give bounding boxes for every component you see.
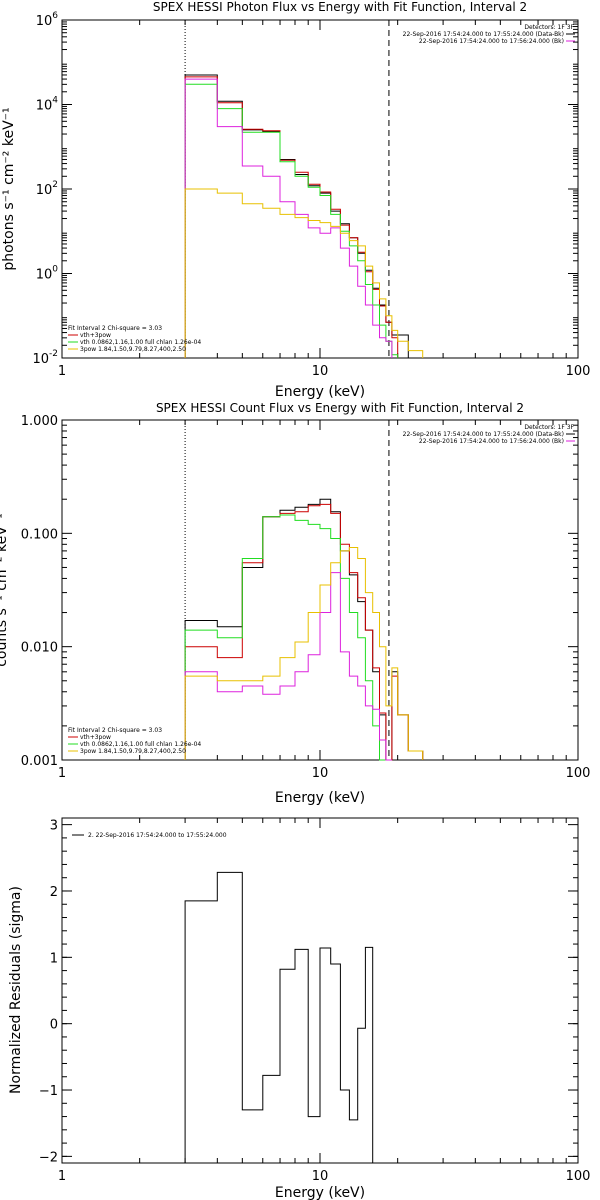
legend-bottom-left-text: Fit Interval 2 Chi-square = 3.03 [68,727,162,734]
residuals-legend: 2. 22-Sep-2016 17:54:24.000 to 17:55:24.… [72,832,227,839]
count-flux-series [184,420,424,761]
count-flux-panel: SPEX HESSI Count Flux vs Energy with Fit… [0,401,590,806]
y-tick-label: 100 [36,265,59,283]
y-tick-label: 0.001 [21,754,58,769]
legend-bottom-left-text: vth+3pow [80,332,111,339]
y-tick-label: 1.000 [21,414,58,429]
y-tick-label: 104 [36,96,59,114]
y-tick-label: −1 [39,1084,58,1099]
legend-top-right-text: 22-Sep-2016 17:54:24.000 to 17:56:24.000… [419,38,564,45]
x-tick-label: 10 [312,766,329,781]
black-series-line [184,74,409,358]
y-tick-label: 0 [50,1018,58,1033]
residuals-axes: 1 10 100 −2 −1 0 1 2 3 [39,818,591,1184]
photon-flux-axes: 1 10 100 10-2 100 102 104 106 [32,11,590,379]
x-tick-label: 100 [566,766,591,781]
black-series-line [184,871,374,1163]
legend-top-right-text: 22-Sep-2016 17:54:24.000 to 17:55:24.000… [403,31,564,38]
count-flux-y-label: counts s⁻¹ cm⁻² keV⁻¹ [0,513,10,667]
y-tick-label: 3 [50,819,58,834]
x-tick-label: 1 [58,364,66,379]
count-flux-axes: 1 10 100 0.001 0.010 0.100 1.000 [21,414,591,781]
legend-top-right-text: Detectors: 1F 3F [524,424,574,431]
residuals-panel: 1 10 100 −2 −1 0 1 2 3 Energy (keV) Normalized R… [8,817,591,1200]
legend-top-right-text: 22-Sep-2016 17:54:24.000 to 17:56:24.000… [419,438,564,445]
legend-bottom-left-text: vth 0.0862,1.16,1.00 full chlan 1.26e-04 [80,339,201,346]
legend-bottom-left-text: 3pow 1.84,1.50,9.79,8.27,400,2.50 [80,346,186,353]
y-tick-label: 2 [50,885,58,900]
legend-top-left-text: 2. 22-Sep-2016 17:54:24.000 to 17:55:24.… [88,832,227,839]
count-flux-title: SPEX HESSI Count Flux vs Energy with Fit… [156,401,524,415]
green-series-line [184,514,386,761]
y-tick-label: 1 [50,951,58,966]
black-series-line [184,498,424,761]
y-tick-label: 0.010 [21,641,58,656]
x-tick-label: 100 [566,1169,591,1184]
y-tick-label: 106 [36,11,59,29]
y-tick-label: 10-2 [32,349,58,367]
y-tick-label: −2 [39,1150,58,1165]
red-series-line [184,76,399,358]
yellow-series-line [184,547,424,760]
legend-bottom-left-text: vth 0.0862,1.16,1.00 full chlan 1.26e-04 [80,741,201,748]
photon-flux-y-label: photons s⁻¹ cm⁻² keV⁻¹ [1,107,17,270]
photon-flux-title: SPEX HESSI Photon Flux vs Energy with Fi… [153,0,527,14]
magenta-series-line [184,78,393,358]
green-series-line [184,83,399,358]
x-tick-label: 10 [312,364,329,379]
legend-top-right-text: 22-Sep-2016 17:54:24.000 to 17:55:24.000… [403,431,564,438]
y-tick-label: 0.100 [21,527,58,542]
legend-bottom-left-text: 3pow 1.84,1.50,9.79,8.27,400,2.50 [80,748,186,755]
y-tick-label: 102 [36,180,58,198]
x-tick-label: 100 [566,364,591,379]
residuals-series [184,871,374,1163]
photon-flux-x-label: Energy (keV) [275,384,365,400]
legend-top-right-text: Detectors: 1F 3F [524,24,574,31]
x-tick-label: 1 [58,1169,66,1184]
x-tick-label: 1 [58,766,66,781]
magenta-series-line [184,572,392,761]
yellow-series-line [184,188,424,358]
red-series-line [184,503,424,761]
legend-bottom-left-text: vth+3pow [80,734,111,741]
legend-bottom-left-text: Fit Interval 2 Chi-square = 3.03 [68,325,162,332]
count-flux-x-label: Energy (keV) [275,790,365,806]
x-tick-label: 10 [312,1169,329,1184]
photon-flux-panel: SPEX HESSI Photon Flux vs Energy with Fi… [1,0,590,400]
photon-flux-series [184,20,424,358]
residuals-x-label: Energy (keV) [275,1185,365,1200]
residuals-y-label: Normalized Residuals (sigma) [8,886,24,1094]
